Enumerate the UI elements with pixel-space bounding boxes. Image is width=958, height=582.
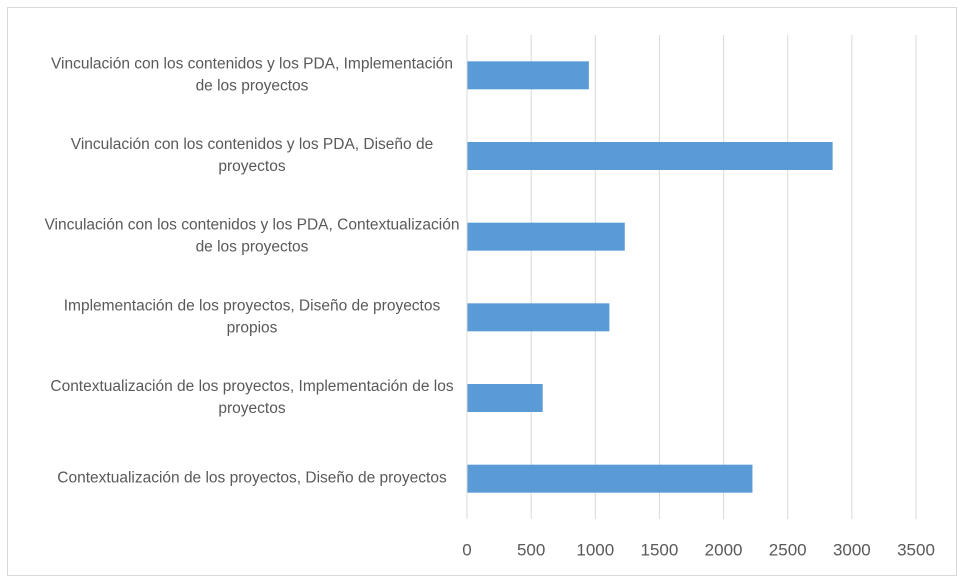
y-tick-label: Vinculación con los contenidos y los PDA… (44, 217, 459, 256)
x-tick-label: 2000 (705, 540, 743, 559)
x-tick-label: 3500 (897, 540, 935, 559)
bar (467, 142, 833, 170)
y-tick-label: Vinculación con los contenidos y los PDA… (71, 136, 433, 175)
x-tick-label: 0 (462, 540, 471, 559)
y-tick-label: Contextualización de los proyectos, Impl… (50, 378, 453, 417)
y-tick-label: Vinculación con los contenidos y los PDA… (51, 55, 453, 94)
y-tick-label: Implementación de los proyectos, Diseño … (64, 297, 441, 336)
x-tick-label: 1000 (576, 540, 614, 559)
bar (467, 384, 543, 412)
y-tick-label: Contextualización de los proyectos, Dise… (57, 470, 447, 487)
x-tick-label: 2500 (769, 540, 807, 559)
x-tick-label: 3000 (833, 540, 871, 559)
bar (467, 303, 610, 332)
bar (467, 464, 753, 493)
x-tick-label: 500 (517, 540, 545, 559)
bar (467, 222, 625, 251)
x-tick-label: 1500 (641, 540, 679, 559)
bar (467, 61, 589, 90)
